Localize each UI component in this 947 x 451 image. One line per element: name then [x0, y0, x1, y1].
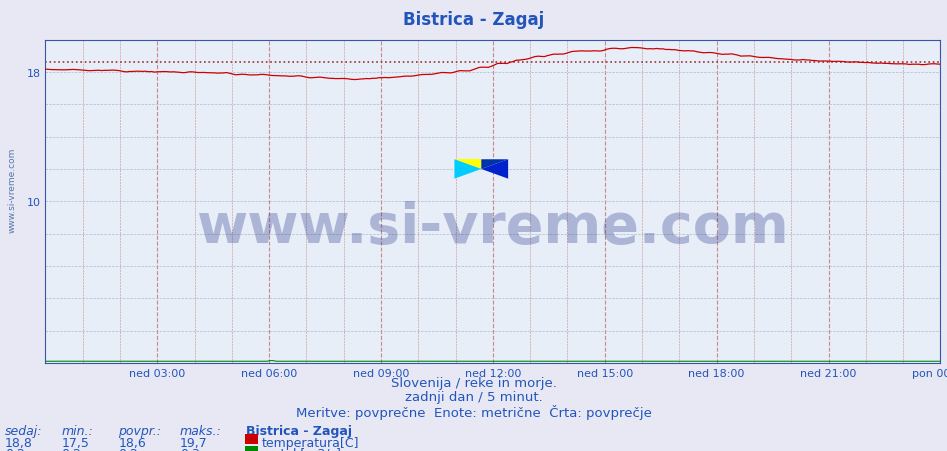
Polygon shape — [455, 160, 481, 179]
Text: 18,6: 18,6 — [118, 436, 146, 449]
Text: maks.:: maks.: — [180, 424, 222, 437]
Text: 17,5: 17,5 — [62, 436, 89, 449]
Text: 0,2: 0,2 — [5, 447, 25, 451]
Polygon shape — [481, 160, 509, 170]
Text: Bistrica - Zagaj: Bistrica - Zagaj — [246, 424, 352, 437]
Text: 18,8: 18,8 — [5, 436, 32, 449]
Text: 19,7: 19,7 — [180, 436, 207, 449]
Text: povpr.:: povpr.: — [118, 424, 161, 437]
Polygon shape — [455, 160, 481, 170]
Text: temperatura[C]: temperatura[C] — [261, 436, 359, 449]
Text: 0,3: 0,3 — [180, 447, 200, 451]
Text: www.si-vreme.com: www.si-vreme.com — [8, 147, 17, 232]
Text: Slovenija / reke in morje.: Slovenija / reke in morje. — [390, 377, 557, 390]
Text: Meritve: povprečne  Enote: metrične  Črta: povprečje: Meritve: povprečne Enote: metrične Črta:… — [295, 404, 652, 419]
Text: 0,2: 0,2 — [62, 447, 81, 451]
Text: sedaj:: sedaj: — [5, 424, 43, 437]
Text: 0,2: 0,2 — [118, 447, 138, 451]
Polygon shape — [481, 160, 509, 179]
Text: min.:: min.: — [62, 424, 94, 437]
Text: zadnji dan / 5 minut.: zadnji dan / 5 minut. — [404, 390, 543, 403]
Text: Bistrica - Zagaj: Bistrica - Zagaj — [402, 11, 545, 29]
Text: www.si-vreme.com: www.si-vreme.com — [197, 201, 789, 254]
Text: pretok[m3/s]: pretok[m3/s] — [261, 447, 342, 451]
